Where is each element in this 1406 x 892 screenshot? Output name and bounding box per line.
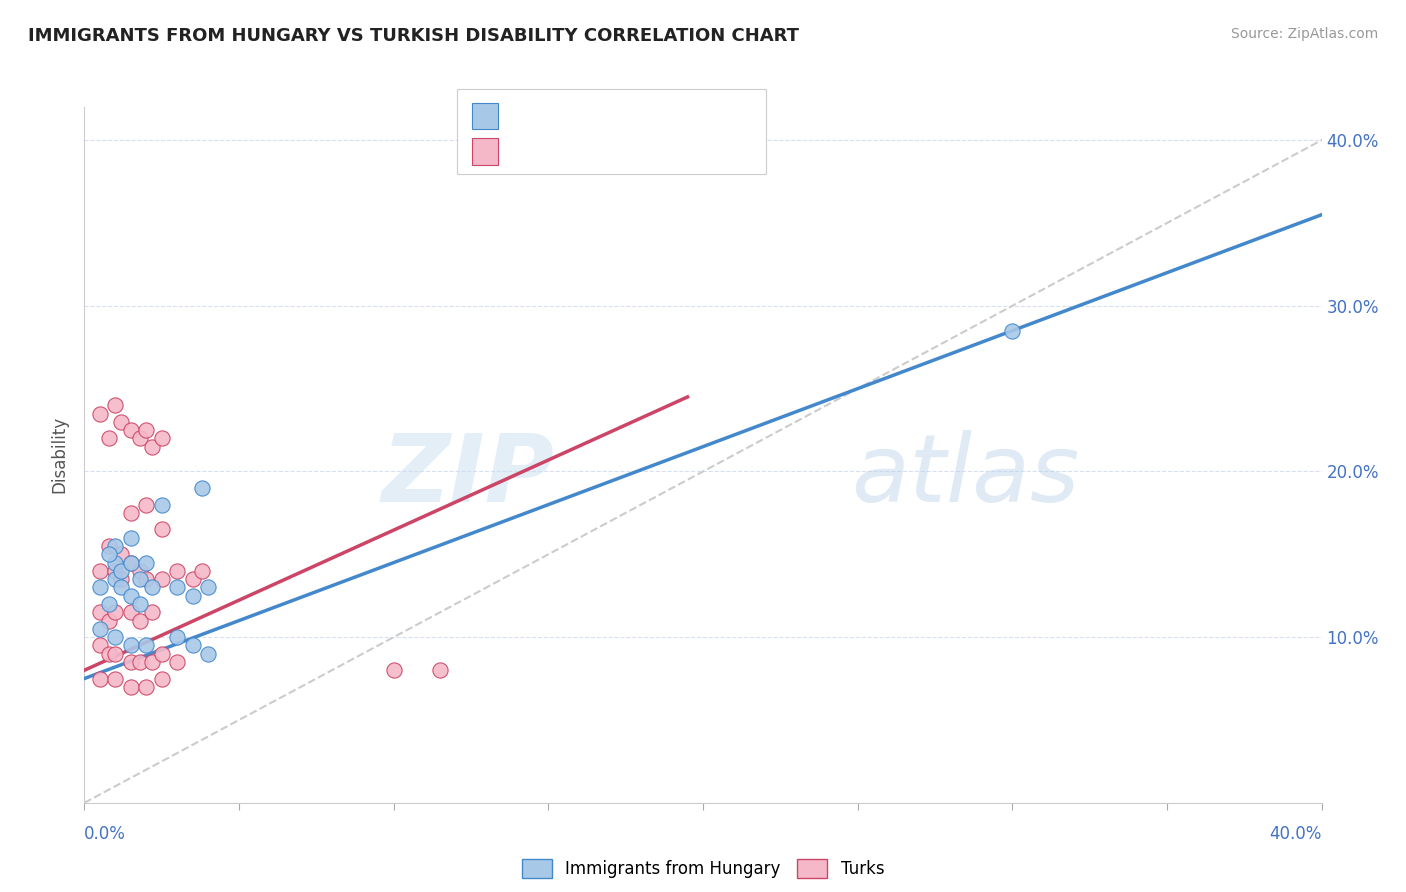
Text: ZIP: ZIP [381,430,554,522]
Point [104,556,127,570]
Point [120,589,142,603]
Point [98,647,121,661]
Point [166,564,188,578]
Point [89,407,111,421]
Point [150,523,173,537]
Point [150,672,173,686]
Text: atlas: atlas [852,430,1080,521]
Point [89,639,111,653]
Point [150,431,173,445]
Point [135,498,157,512]
Point [150,498,173,512]
Point [110,564,132,578]
Point [98,597,121,611]
Point [104,539,127,553]
Legend: Immigrants from Hungary, Turks: Immigrants from Hungary, Turks [515,853,891,885]
Point [129,597,152,611]
Point [120,506,142,520]
Point [104,564,127,578]
Point [166,655,188,669]
Point [1001,324,1024,338]
Y-axis label: Disability: Disability [51,417,69,493]
Point [104,647,127,661]
Point [120,556,142,570]
Point [150,572,173,586]
Point [89,622,111,636]
Point [135,639,157,653]
Point [120,639,142,653]
Point [110,547,132,561]
Point [129,564,152,578]
Text: 40.0%: 40.0% [1270,825,1322,843]
Point [120,531,142,545]
Point [120,423,142,437]
Point [104,630,127,644]
Point [166,630,188,644]
Point [141,581,163,595]
Text: 0.0%: 0.0% [84,825,127,843]
Point [141,655,163,669]
Point [120,605,142,619]
Point [98,614,121,628]
Point [104,572,127,586]
Point [141,440,163,454]
Point [98,431,121,445]
Point [191,481,214,495]
Point [150,647,173,661]
Point [104,398,127,412]
Point [429,663,451,677]
Point [382,663,405,677]
Point [129,614,152,628]
Point [120,556,142,570]
Point [110,415,132,429]
Point [181,572,204,586]
Point [181,639,204,653]
Point [129,655,152,669]
Point [98,547,121,561]
Point [135,556,157,570]
Point [191,564,214,578]
Point [110,572,132,586]
Text: R = 0.657   N = 28: R = 0.657 N = 28 [509,107,693,125]
Point [129,431,152,445]
Text: IMMIGRANTS FROM HUNGARY VS TURKISH DISABILITY CORRELATION CHART: IMMIGRANTS FROM HUNGARY VS TURKISH DISAB… [28,27,799,45]
Point [141,605,163,619]
Point [166,581,188,595]
Point [120,655,142,669]
Text: R = 0.545   N = 45: R = 0.545 N = 45 [509,143,693,161]
Point [89,672,111,686]
Point [129,572,152,586]
Point [110,581,132,595]
Point [197,647,219,661]
Point [104,672,127,686]
Point [135,423,157,437]
Point [89,605,111,619]
Point [98,539,121,553]
Point [104,605,127,619]
Point [89,581,111,595]
Point [135,572,157,586]
Point [89,564,111,578]
Point [135,680,157,694]
Text: Source: ZipAtlas.com: Source: ZipAtlas.com [1230,27,1378,41]
Point [120,680,142,694]
Point [197,581,219,595]
Point [181,589,204,603]
